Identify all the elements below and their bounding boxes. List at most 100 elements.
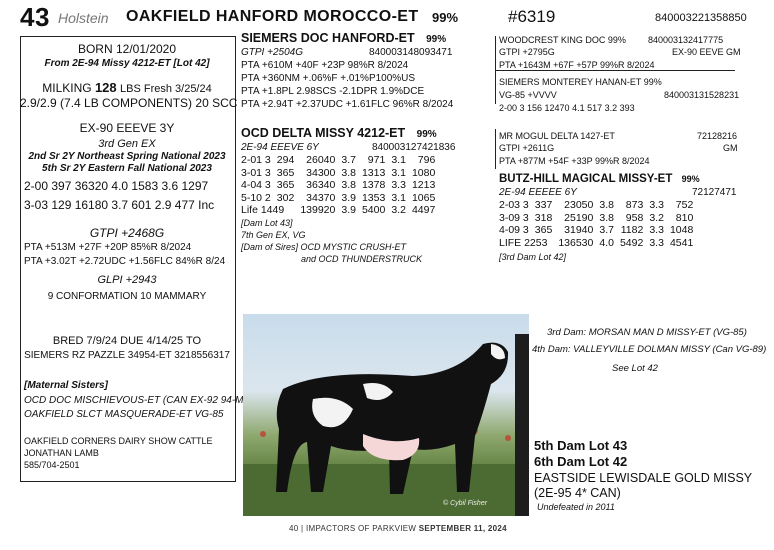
- show-result-2: 5th Sr 2Y Eastern Fall National 2023: [42, 163, 212, 174]
- dam-percent: 99%: [416, 129, 437, 140]
- bred-sire: SIEMERS RZ PAZZLE 34954-ET 3218556317: [24, 350, 230, 361]
- sire-dam-name: SIEMERS MONTEREY HANAN-ET 99%: [499, 77, 662, 87]
- lot-number: 43: [20, 2, 50, 32]
- record-cell: 25190: [564, 211, 594, 224]
- dam-of-sires-2: and OCD THUNDERSTRUCK: [301, 254, 423, 264]
- sire-name: SIEMERS DOC HANFORD-ET: [241, 31, 415, 45]
- dam-dam-name-line: BUTZ-HILL MAGICAL MISSY-ET 99%: [499, 173, 700, 185]
- see-lot: See Lot 42: [612, 363, 658, 374]
- consignor-line-1: OAKFIELD CORNERS DAIRY SHOW CATTLE: [24, 436, 213, 446]
- record-cell: 3.7: [341, 154, 356, 166]
- pta-line-2: PTA +3.02T +2.72UDC +1.56FLC 84%R 8/24: [24, 256, 226, 267]
- record-cell: 34300: [306, 166, 336, 179]
- dam-class: 2E-94 EEEVE 6Y: [241, 142, 319, 153]
- record-cell: 1313: [361, 166, 386, 179]
- dam-id: 840003127421836: [372, 142, 456, 153]
- record-cell: Life 1449: [241, 204, 285, 217]
- record-cell: 958: [625, 211, 644, 224]
- show-result-1: 2nd Sr 2Y Northeast Spring National 2023: [28, 151, 226, 162]
- record-row: 2-01 3 294 26040 3.7 971 3.1 796: [241, 154, 438, 167]
- record-cell: 3.3: [649, 224, 664, 237]
- eastside-name: EASTSIDE LEWISDALE GOLD MISSY: [534, 471, 753, 485]
- conformation: 9 CONFORMATION 10 MAMMARY: [47, 291, 207, 302]
- milking-suffix: LBS Fresh 3/25/24: [120, 83, 212, 95]
- consignor-phone: 585/704-2501: [24, 460, 80, 470]
- dam-sire-name: MR MOGUL DELTA 1427-ET: [499, 131, 615, 141]
- sixth-dam-lot: 6th Dam Lot 42: [534, 454, 628, 469]
- maternal-sister-1: OCD DOC MISCHIEVOUS-ET (CAN EX-92 94-MS): [24, 395, 254, 406]
- tag-number: 840003221358850: [655, 12, 747, 24]
- record-row: LIFE 2253 136530 4.0 5492 3.3 4541: [499, 237, 696, 250]
- record-row: 4-09 3 365 31940 3.7 1182 3.3 1048: [499, 224, 696, 237]
- record-cell: 337: [534, 199, 553, 211]
- record-cell: 1065: [411, 191, 436, 204]
- record-row: Life 1449 139920 3.9 5400 3.2 4497: [241, 204, 438, 217]
- dam-dam-percent: 99%: [681, 174, 700, 184]
- sire-id: 840003148093471: [369, 47, 453, 58]
- record-cell: 4-04 3: [241, 179, 271, 192]
- record-row: 2-03 3 337 23050 3.8 873 3.3 752: [499, 199, 696, 212]
- record-row: 3-01 3 365 34300 3.8 1313 3.1 1080: [241, 167, 438, 180]
- sire-pta-2: PTA +360NM +.06%F +.01%P100%US: [241, 73, 416, 84]
- cow-photo: © Cybil Fisher: [243, 314, 529, 516]
- dam-generation: 7th Gen EX, VG: [241, 230, 306, 240]
- record-cell: 1213: [411, 179, 436, 192]
- record-cell: 3.9: [341, 191, 356, 204]
- record-cell: 23050: [564, 199, 594, 211]
- components: 2.9/2.9 (7.4 LB COMPONENTS) 20 SCC: [20, 96, 238, 110]
- pedigree-connector-dam: [495, 129, 496, 169]
- record-cell: 3.8: [341, 179, 356, 192]
- maternal-title: [Maternal Sisters]: [24, 380, 108, 391]
- record-1: 2-00 397 36320 4.0 1583 3.6 1297: [24, 179, 209, 193]
- page-number: 40: [289, 524, 299, 533]
- record-cell: 3.1: [391, 154, 406, 166]
- bred-info: BRED 7/9/24 DUE 4/14/25 TO: [52, 335, 202, 347]
- record-cell: 365: [276, 166, 295, 179]
- publication-date: SEPTEMBER 11, 2024: [418, 524, 507, 533]
- record-cell: 3.9: [341, 204, 356, 217]
- maternal-sister-2: OAKFIELD SLCT MASQUERADE-ET VG-85: [24, 409, 224, 420]
- dam-name-line: OCD DELTA MISSY 4212-ET 99%: [241, 126, 437, 140]
- sire-dam-class: VG-85 +VVVV: [499, 90, 557, 100]
- publication-title: IMPACTORS OF PARKVIEW: [305, 524, 417, 533]
- fourth-dam: 4th Dam: VALLEYVILLE DOLMAN MISSY (Can V…: [532, 344, 767, 355]
- born-date: BORN 12/01/2020: [77, 42, 177, 56]
- pta-line-1: PTA +513M +27F +20P 85%R 8/2024: [24, 242, 192, 253]
- record-cell: 3.8: [341, 166, 356, 179]
- record-cell: 3.3: [649, 199, 664, 211]
- milking-line: MILKING 128 LBS Fresh 3/25/24: [20, 80, 234, 95]
- record-cell: 4541: [669, 236, 694, 249]
- sire-sire-class: EX-90 EEVE GM: [672, 47, 741, 57]
- record-cell: 3.3: [649, 236, 664, 249]
- sire-sire-gtpi: GTPI +2795G: [499, 47, 555, 57]
- sire-pta-4: PTA +2.94T +2.37UDC +1.61FLC 96%R 8/2024: [241, 99, 454, 110]
- milking-prefix: MILKING: [42, 81, 92, 95]
- dam-sire-gtpi: GTPI +2611G: [499, 143, 555, 153]
- record-cell: 2-01 3: [241, 154, 271, 166]
- sire-sire-id: 840003132417775: [648, 35, 724, 45]
- record-cell: 365: [534, 224, 553, 237]
- record-cell: 1378: [361, 179, 386, 192]
- record-cell: 1080: [411, 166, 436, 179]
- record-2: 3-03 129 16180 3.7 601 2.9 477 Inc: [24, 198, 215, 212]
- sire-pta-1: PTA +610M +40F +23P 98%R 8/2024: [241, 60, 409, 71]
- record-cell: 752: [675, 199, 694, 211]
- record-cell: 5492: [619, 236, 644, 249]
- sire-pta-3: PTA +1.8PL 2.98SCS -2.1DPR 1.9%DCE: [241, 86, 425, 97]
- sire-dam-id: 840003131528231: [664, 90, 740, 100]
- footer-separator: |: [301, 524, 304, 533]
- classification: EX-90 EEEVE 3Y: [79, 121, 175, 135]
- dam-of-sires: [Dam of Sires] OCD MYSTIC CRUSH-ET: [241, 242, 407, 252]
- from-dam: From 2E-94 Missy 4212-ET [Lot 42]: [44, 58, 210, 69]
- milking-amount: 128: [94, 80, 117, 95]
- sire-gtpi: GTPI +2504G: [241, 47, 303, 58]
- dam-records-table: 2-01 3 294 26040 3.7 971 3.1 796 3-01 3 365 34300…: [241, 154, 438, 217]
- dam-dam-name: BUTZ-HILL MAGICAL MISSY-ET: [499, 173, 673, 185]
- sire-sire-name: WOODCREST KING DOC 99%: [499, 35, 626, 45]
- record-cell: 810: [675, 211, 694, 224]
- record-cell: 4497: [411, 204, 436, 217]
- eastside-class: (2E-95 4* CAN): [534, 486, 621, 500]
- third-dam: 3rd Dam: MORSAN MAN D MISSY-ET (VG-85): [547, 327, 747, 338]
- dam-name: OCD DELTA MISSY 4212-ET: [241, 126, 406, 140]
- dam-sire-id: 72128216: [697, 131, 738, 141]
